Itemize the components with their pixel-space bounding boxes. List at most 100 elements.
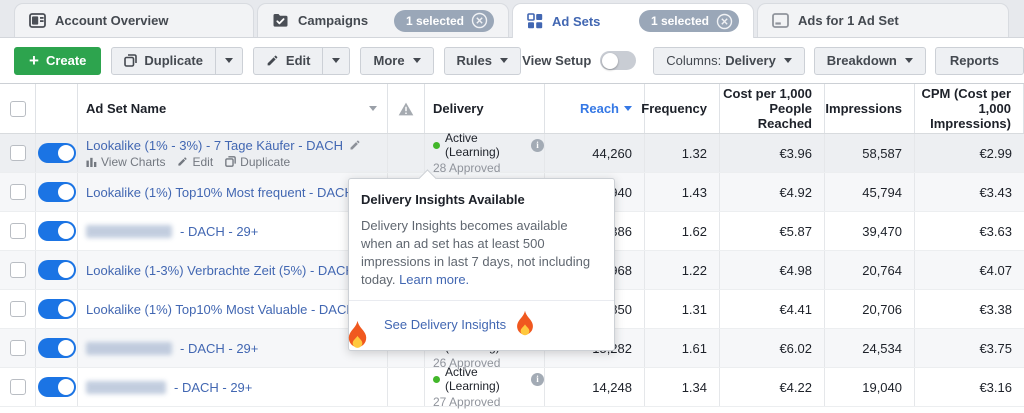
create-button[interactable]: Create [14, 46, 102, 75]
breakdown-button[interactable]: Breakdown [813, 46, 926, 75]
row-checkbox[interactable] [9, 262, 26, 278]
row-checkbox[interactable] [9, 340, 26, 356]
redacted-name-blur [86, 380, 166, 394]
pencil-icon [178, 157, 188, 166]
ad-set-name-link[interactable]: Lookalike (1-3%) Verbrachte Zeit (5%) - … [86, 262, 355, 278]
edit-label: Edit [285, 53, 311, 68]
tab-account-overview[interactable]: Account Overview [14, 3, 254, 37]
ad-set-name-link[interactable]: - DACH - 29+ [174, 379, 253, 395]
chevron-down-icon [369, 106, 377, 115]
cpm-value: €3.16 [979, 379, 1012, 395]
frequency-value: 1.22 [645, 251, 720, 289]
column-header-impressions[interactable]: Impressions [825, 84, 915, 133]
ad-set-status-toggle[interactable] [37, 299, 76, 319]
row-checkbox[interactable] [9, 145, 26, 161]
impressions-value: 20,764 [825, 251, 915, 289]
see-delivery-insights-link[interactable]: See Delivery Insights [384, 317, 507, 332]
column-header-ad-set-name[interactable]: Ad Set Name [78, 84, 388, 133]
cpm-value: €3.75 [979, 340, 1012, 356]
edit-row-button[interactable]: Edit [177, 155, 213, 169]
action-label: Edit [192, 154, 214, 169]
header-label: CPM (Cost per 1,000 Impressions) [921, 86, 1011, 131]
columns-label: Columns: [666, 53, 722, 68]
ads-icon [772, 13, 789, 28]
ad-set-status-toggle[interactable] [37, 143, 76, 163]
delivery-status: Active (Learning) [445, 365, 500, 393]
warning-triangle-icon [398, 102, 414, 115]
sort-desc-icon [624, 106, 632, 115]
ad-set-name-link[interactable]: - DACH - 29+ [180, 340, 259, 356]
toggle-knob [57, 184, 74, 200]
chevron-down-icon [332, 58, 341, 67]
reports-button[interactable]: Reports [934, 46, 1024, 75]
tab-ads[interactable]: Ads for 1 Ad Set [757, 3, 1009, 37]
view-setup-toggle[interactable] [600, 51, 637, 70]
column-header-cost[interactable]: Cost per 1,000 People Reached [720, 84, 825, 133]
ad-set-status-toggle[interactable] [37, 377, 76, 397]
pencil-icon[interactable] [349, 139, 361, 151]
tab-bar: Account Overview Campaigns 1 selected Ad… [0, 0, 1024, 38]
column-header-cpm[interactable]: CPM (Cost per 1,000 Impressions) [915, 84, 1024, 133]
duplicate-row-button[interactable]: Duplicate [225, 155, 290, 169]
tab-label: Ad Sets [552, 13, 601, 29]
cpm-value: €2.99 [979, 145, 1012, 161]
column-header-errors[interactable] [388, 84, 425, 133]
toggle-knob [57, 145, 74, 161]
ad-set-status-toggle[interactable] [37, 338, 76, 358]
badge-text: 1 selected [650, 14, 709, 28]
close-icon[interactable] [471, 12, 488, 29]
ad-set-status-toggle[interactable] [37, 260, 76, 280]
learn-more-link[interactable]: Learn more. [399, 272, 470, 287]
view-charts-button[interactable]: View Charts [86, 155, 165, 169]
rules-button[interactable]: Rules [443, 46, 521, 75]
row-checkbox[interactable] [9, 379, 26, 395]
column-header-reach[interactable]: Reach [545, 84, 645, 133]
breakdown-label: Breakdown [826, 53, 897, 68]
chevron-down-icon [783, 58, 792, 67]
frequency-value: 1.31 [645, 290, 720, 328]
ad-set-name-link[interactable]: Lookalike (1% - 3%) - 7 Tage Käufer - DA… [86, 137, 343, 153]
more-button[interactable]: More [360, 46, 434, 75]
ad-set-name-link[interactable]: Lookalike (1%) Top10% Most frequent - DA… [86, 184, 354, 200]
edit-button-group: Edit [252, 46, 351, 75]
ad-set-status-toggle[interactable] [37, 182, 76, 202]
column-header-frequency[interactable]: Frequency [641, 84, 720, 133]
row-checkbox[interactable] [9, 301, 26, 317]
tab-label: Account Overview [55, 13, 169, 28]
edit-button[interactable]: Edit [252, 46, 324, 75]
ad-set-name-link[interactable]: Lookalike (1%) Top10% Most Valuable - DA… [86, 301, 356, 317]
toggle-knob [57, 301, 74, 317]
impressions-value: 39,470 [825, 212, 915, 250]
table-row[interactable]: Lookalike (1% - 3%) - 7 Tage Käufer - DA… [0, 131, 1024, 175]
close-icon[interactable] [716, 13, 733, 30]
cost-value: €6.02 [720, 329, 825, 367]
duplicate-button-group: Duplicate [111, 46, 243, 75]
chart-bars-icon [86, 157, 97, 167]
tab-ad-sets[interactable]: Ad Sets 1 selected [512, 3, 754, 38]
row-checkbox[interactable] [9, 184, 26, 200]
row-checkbox[interactable] [9, 223, 26, 239]
info-icon[interactable] [531, 372, 544, 386]
ad-set-name-link[interactable]: - DACH - 29+ [180, 223, 259, 239]
table-header-row: Ad Set Name Delivery Reach Frequency Cos… [0, 84, 1024, 134]
header-label: Cost per 1,000 People Reached [723, 86, 812, 131]
tab-campaigns[interactable]: Campaigns 1 selected [257, 3, 509, 37]
header-label: Impressions [825, 101, 902, 116]
select-all-checkbox[interactable] [9, 100, 26, 117]
columns-button[interactable]: Columns: Delivery [653, 46, 805, 75]
impressions-value: 19,040 [825, 368, 915, 406]
cost-value: €4.92 [720, 173, 825, 211]
ad-set-status-toggle[interactable] [37, 221, 76, 241]
reports-label: Reports [949, 53, 999, 68]
table-row[interactable]: - DACH - 29+ Active (Learning) 27 Approv… [0, 365, 1024, 409]
cpm-value: €3.63 [979, 223, 1012, 239]
duplicate-dropdown-button[interactable] [215, 46, 243, 75]
duplicate-button[interactable]: Duplicate [111, 46, 216, 75]
frequency-value: 1.43 [645, 173, 720, 211]
redacted-name-blur [86, 224, 172, 238]
info-icon[interactable] [531, 138, 544, 152]
edit-dropdown-button[interactable] [323, 46, 351, 75]
selected-count-badge: 1 selected [393, 9, 494, 32]
column-header-delivery[interactable]: Delivery [425, 84, 545, 133]
